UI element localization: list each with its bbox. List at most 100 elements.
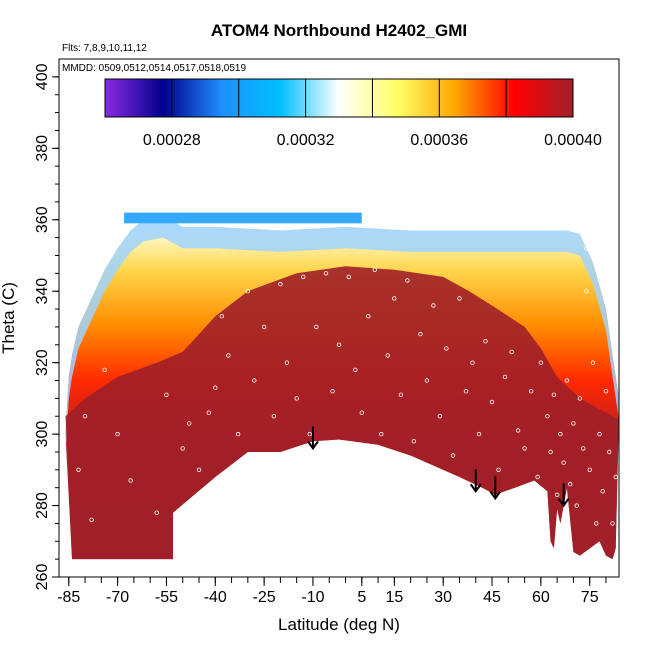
y-axis: 260 280 300 320 340 360 380 400 [34, 63, 59, 590]
observation-point [385, 353, 390, 358]
observation-point [173, 514, 179, 519]
date-annotation: MMDD: 0509,0512,0514,0517,0518,0519 [62, 63, 246, 74]
colorbar-gradient [104, 78, 574, 118]
observation-point [538, 360, 544, 365]
top-blue-strip [124, 212, 362, 224]
observation-point [587, 467, 592, 472]
observation-point [261, 324, 267, 330]
observation-point [314, 324, 319, 330]
observation-point [353, 367, 358, 372]
observation-point [411, 439, 417, 444]
observation-point [418, 331, 423, 337]
observation-point [102, 367, 107, 372]
observation-point [294, 396, 299, 401]
y-tick-label: 300 [34, 421, 51, 448]
observation-point [219, 314, 224, 319]
x-tick-label: -85 [57, 589, 80, 606]
x-tick-label: -25 [253, 589, 276, 606]
observation-point [535, 474, 540, 480]
plot-area [65, 212, 619, 560]
observation-point [128, 478, 133, 483]
x-tick-label: -55 [155, 589, 178, 606]
observation-point [424, 378, 430, 383]
x-tick-label: 15 [385, 589, 403, 606]
tropopause-arrow [307, 426, 319, 451]
observation-point [564, 378, 570, 383]
observation-point [366, 314, 371, 319]
x-axis: -85 -70 -55 -40 -25 -10 5 15 30 45 60 75 [57, 577, 607, 606]
observation-point [489, 399, 495, 405]
observation-point [590, 360, 596, 365]
observation-point [463, 389, 469, 394]
observation-point [398, 392, 404, 397]
observation-point [551, 392, 557, 397]
observation-point [405, 278, 410, 283]
observation-point [392, 296, 397, 301]
colorbar-tick-label: 0.00036 [410, 132, 468, 149]
observation-point [196, 467, 202, 472]
observation-point [226, 353, 231, 358]
colorbar-tick-label: 0.00032 [277, 132, 335, 149]
observation-point [307, 431, 312, 437]
y-tick-label: 360 [34, 206, 51, 233]
observation-point [554, 492, 560, 497]
observation-point [528, 389, 534, 394]
observation-point [548, 449, 553, 455]
observation-point [502, 374, 508, 380]
x-tick-label: -70 [106, 589, 129, 606]
observation-point [509, 349, 514, 355]
observation-point [571, 421, 576, 426]
observation-point [584, 246, 589, 251]
observation-point [115, 431, 120, 437]
observation-point [574, 503, 579, 508]
observation-point [607, 449, 612, 455]
observation-point [457, 296, 462, 301]
observation-point [558, 431, 563, 437]
tropopause-arrow [489, 476, 502, 501]
observation-point [82, 414, 88, 419]
x-axis-label: Latitude (deg N) [278, 615, 400, 634]
observation-point [515, 428, 521, 433]
y-tick-label: 380 [34, 135, 51, 162]
observation-point [278, 281, 283, 287]
x-tick-label: 60 [532, 589, 550, 606]
x-tick-label: -40 [204, 589, 227, 606]
observation-point [330, 389, 335, 394]
observation-point [164, 392, 169, 397]
flights-annotation: Flts: 7,8,9,10,11,12 [62, 43, 147, 54]
y-tick-label: 280 [34, 492, 51, 519]
tropopause-arrow [469, 469, 482, 493]
observation-point [476, 431, 482, 437]
y-tick-label: 340 [34, 278, 51, 305]
observation-point [444, 346, 449, 351]
observation-point [568, 481, 573, 487]
observation-point [245, 289, 250, 294]
observation-point [284, 360, 290, 365]
observation-point [154, 510, 159, 515]
chart-title: ATOM4 Northbound H2402_GMI [211, 21, 467, 40]
colorbar-tick-label: 0.00040 [544, 132, 602, 149]
observation-point [252, 378, 257, 383]
observation-point [271, 414, 277, 419]
x-tick-label: 5 [357, 589, 366, 606]
observation-point [89, 517, 94, 522]
observation-point [577, 396, 583, 401]
observation-point [437, 414, 443, 419]
observation-point [597, 431, 602, 437]
observation-point [346, 274, 351, 280]
y-tick-label: 320 [34, 349, 51, 376]
observation-point [603, 389, 609, 394]
observation-point [522, 446, 527, 451]
observation-point [594, 521, 599, 526]
observation-point [610, 521, 615, 526]
observation-point [206, 410, 211, 415]
observation-point [545, 414, 550, 419]
observation-point [372, 267, 377, 272]
observation-point [431, 303, 436, 308]
colorbar: 0.00028 0.00032 0.00036 0.00040 [104, 78, 602, 149]
observation-point [336, 342, 342, 347]
x-tick-label: 75 [581, 589, 599, 606]
upper-boundary-band [65, 216, 619, 456]
observation-point [483, 339, 488, 344]
